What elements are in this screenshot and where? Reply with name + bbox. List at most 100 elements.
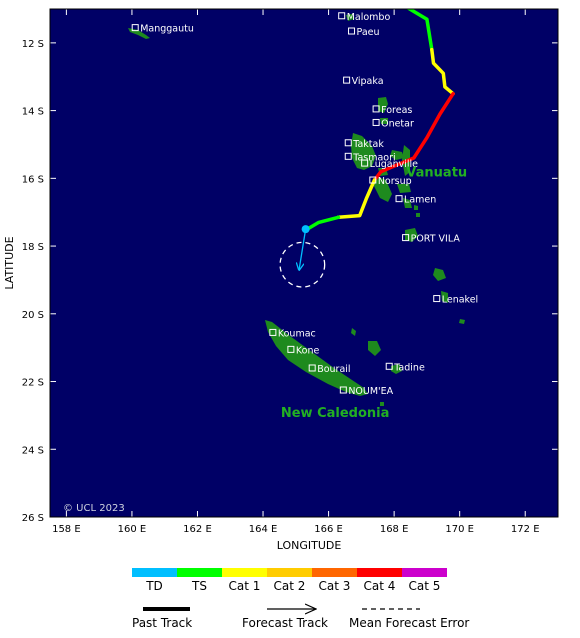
x-tick-label: 172 E [511, 524, 540, 535]
place-label: Tadine [393, 362, 425, 373]
island-aneityum [459, 319, 465, 324]
place-label: Foreas [381, 105, 412, 116]
legend-swatch [177, 568, 222, 577]
map-frame [49, 8, 559, 518]
island-banks-north [346, 14, 354, 21]
place-label: Lamen [404, 195, 436, 206]
island-tanna [441, 291, 448, 303]
place-label: Manggautu [140, 24, 194, 35]
place-marker [287, 345, 295, 353]
place-marker [369, 176, 377, 184]
place-marker [433, 295, 441, 303]
y-tick-label: 22 S [22, 378, 44, 389]
place-label: PORT VILA [411, 234, 461, 245]
legend-swatch-label: Cat 4 [364, 579, 396, 593]
place-marker [361, 159, 369, 167]
past-track-segment [372, 91, 455, 182]
place-label: Luganville [370, 159, 419, 170]
y-tick-label: 12 S [22, 39, 44, 50]
place-markers: Manggautu Malombo Paeu Vipaka Foreas Onetar Ta… [131, 12, 478, 397]
place-label: Bourail [317, 364, 350, 375]
island-ambae [390, 150, 404, 160]
forecast-track [299, 229, 307, 270]
x-tick-label: 164 E [249, 524, 278, 535]
place-marker [344, 152, 352, 160]
island-espiritu-santo [351, 133, 376, 170]
current-position-marker [301, 225, 310, 234]
place-marker [395, 195, 403, 203]
legend-swatch-label: TS [191, 579, 207, 593]
x-tick-label: 170 E [445, 524, 474, 535]
cyclone-track [279, 9, 455, 288]
place-label: Kone [296, 345, 320, 356]
island-ouvea [351, 328, 356, 336]
forecast-error-circle [279, 241, 326, 288]
copyright-label: © UCL 2023 [63, 503, 125, 514]
forecast-track-legend-label: Forecast Track [242, 616, 328, 630]
island-pines [380, 402, 384, 406]
place-marker [308, 364, 316, 372]
island-malekula [374, 176, 392, 202]
place-marker [372, 118, 380, 126]
past-track-segment [336, 178, 377, 220]
place-label: Tasmaori [352, 152, 395, 163]
island-ambrym [397, 184, 411, 193]
place-label: NOUM'EA [348, 386, 393, 397]
x-tick-label: 166 E [314, 524, 343, 535]
category-legend: TD TS Cat 1 Cat 2 Cat 3 Cat 4 Cat 5 [132, 568, 447, 593]
place-label: Norsup [378, 176, 412, 187]
place-marker [348, 27, 356, 35]
legend-swatch [222, 568, 267, 577]
place-marker [269, 328, 277, 336]
legend-swatch [402, 568, 447, 577]
place-label: Malombo [347, 12, 391, 23]
place-label: Onetar [381, 118, 414, 129]
island-epi [403, 198, 412, 208]
axis-ticks: 158 E 160 E 162 E 164 E 166 E 168 E 170 E 172 E… [22, 9, 558, 535]
y-axis-title: LATITUDE [3, 236, 16, 289]
island-gaua [380, 118, 388, 124]
place-label: Paeu [357, 27, 380, 38]
legend-swatch [357, 568, 402, 577]
place-label: Taktak [352, 139, 384, 150]
legend-swatch-label: Cat 3 [319, 579, 351, 593]
y-tick-label: 26 S [22, 513, 44, 524]
legend-swatch-label: TD [145, 579, 163, 593]
island-lifou [368, 341, 381, 356]
region-label: New Caledonia [281, 406, 390, 421]
island-grande-terre [265, 320, 368, 396]
place-marker [338, 12, 346, 20]
legend-swatch-label: Cat 5 [409, 579, 441, 593]
island-erromango [433, 268, 446, 281]
legend-swatch [132, 568, 177, 577]
x-tick-label: 158 E [52, 524, 81, 535]
place-marker [131, 24, 139, 32]
place-label: Lenakel [442, 295, 478, 306]
place-marker [343, 76, 351, 84]
place-label: Vipaka [352, 76, 384, 87]
x-tick-label: 162 E [183, 524, 212, 535]
place-marker [402, 234, 410, 242]
y-tick-label: 24 S [22, 445, 44, 456]
island-small-1 [414, 205, 418, 210]
legend-swatch-label: Cat 1 [229, 579, 261, 593]
past-track-segment [430, 47, 455, 96]
mean-error-legend-label: Mean Forecast Error [349, 616, 469, 630]
past-track-segment [406, 9, 434, 52]
x-tick-label: 160 E [118, 524, 147, 535]
place-marker [344, 139, 352, 147]
y-tick-label: 16 S [22, 174, 44, 185]
y-tick-label: 14 S [22, 107, 44, 118]
ocean-area [50, 9, 558, 517]
legend: TD TS Cat 1 Cat 2 Cat 3 Cat 4 Cat 5 Past Track… [132, 568, 469, 630]
legend-swatch [312, 568, 357, 577]
past-track-legend-label: Past Track [132, 616, 192, 630]
x-tick-label: 168 E [380, 524, 409, 535]
place-marker [385, 362, 393, 370]
island-banks [378, 97, 388, 113]
land-masses [128, 14, 465, 406]
x-axis-title: LONGITUDE [277, 539, 342, 552]
place-marker [372, 105, 380, 113]
legend-swatch [267, 568, 312, 577]
